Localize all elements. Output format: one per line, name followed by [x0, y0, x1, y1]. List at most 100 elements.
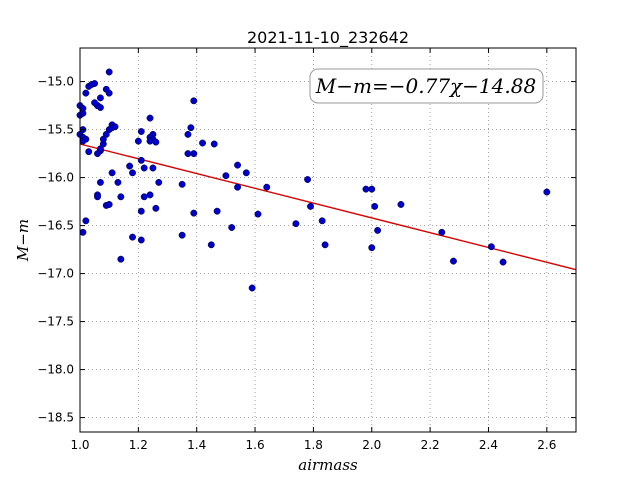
data-point — [487, 243, 495, 251]
data-point — [146, 137, 154, 145]
data-point — [318, 217, 326, 225]
data-point — [94, 193, 101, 201]
data-point — [155, 178, 163, 186]
data-point — [242, 169, 250, 177]
data-point — [111, 123, 119, 131]
data-point — [199, 139, 206, 147]
data-points — [76, 68, 551, 292]
y-tick-label: −17.5 — [37, 315, 74, 329]
x-tick-label: 2.4 — [479, 438, 498, 452]
data-point — [248, 284, 256, 292]
data-point — [140, 164, 148, 172]
data-point — [254, 210, 262, 218]
data-point — [79, 109, 87, 117]
data-point — [82, 217, 90, 225]
data-point — [178, 180, 186, 188]
data-point — [85, 148, 93, 156]
y-axis-ticks: −15.0 −15.5 −16.0 −16.5 −17.0 −17.5 −18.0 −18.5 — [37, 75, 576, 425]
data-point — [368, 185, 376, 193]
x-tick-label: 1.0 — [70, 438, 89, 452]
y-tick-label: −18.0 — [37, 363, 74, 377]
y-tick-label: −15.5 — [37, 123, 74, 137]
data-point — [117, 193, 125, 201]
data-point — [140, 193, 148, 201]
data-point — [129, 233, 136, 241]
data-point — [222, 172, 230, 180]
data-point — [304, 176, 312, 183]
data-point — [397, 201, 405, 208]
data-point — [105, 201, 113, 208]
data-point — [108, 169, 116, 177]
data-point — [263, 183, 271, 191]
data-point — [91, 80, 99, 87]
x-tick-label: 1.2 — [129, 438, 148, 452]
data-point — [117, 255, 125, 263]
y-axis-label: M−m — [14, 219, 32, 262]
data-point — [96, 145, 104, 153]
data-point — [190, 209, 198, 217]
data-point — [146, 114, 154, 122]
data-point — [149, 164, 157, 172]
data-point — [184, 130, 192, 138]
data-point — [368, 244, 376, 252]
data-point — [438, 228, 446, 236]
data-point — [134, 137, 142, 145]
data-point — [210, 140, 218, 148]
data-point — [362, 185, 370, 193]
data-point — [137, 236, 145, 244]
fit-annotation: M−m=−0.77χ−14.88 — [309, 68, 544, 104]
data-point — [96, 104, 104, 111]
data-point — [79, 137, 87, 145]
data-point — [178, 231, 186, 239]
chart-title: 2021-11-10_232642 — [247, 28, 409, 48]
data-point — [184, 150, 192, 158]
data-point — [152, 204, 160, 212]
data-point — [190, 97, 198, 105]
data-point — [307, 202, 314, 210]
annotation-box — [309, 68, 544, 104]
y-tick-label: −15.0 — [37, 75, 74, 89]
data-point — [146, 191, 154, 199]
x-axis-ticks: 1.0 1.2 1.4 1.6 1.8 2.0 2.2 2.4 2.6 — [70, 48, 556, 452]
annotation-text: M−m=−0.77χ−14.88 — [315, 74, 536, 98]
data-point — [228, 224, 236, 231]
data-point — [234, 183, 242, 191]
data-point — [82, 89, 90, 97]
data-point — [137, 156, 145, 164]
data-point — [371, 202, 379, 210]
data-point — [114, 178, 122, 186]
plot-background — [80, 48, 576, 432]
x-tick-label: 1.4 — [187, 438, 206, 452]
data-point — [207, 241, 215, 249]
data-point — [543, 188, 551, 196]
x-tick-label: 1.8 — [304, 438, 323, 452]
data-point — [292, 220, 300, 228]
x-tick-label: 2.2 — [421, 438, 440, 452]
data-point — [152, 138, 160, 146]
data-point — [187, 124, 195, 132]
data-point — [137, 207, 145, 215]
plot-frame — [79, 47, 577, 433]
data-point — [96, 178, 104, 186]
data-point — [105, 68, 113, 76]
y-tick-label: −18.5 — [37, 411, 74, 425]
data-point — [190, 150, 198, 158]
y-tick-label: −17.0 — [37, 267, 74, 281]
data-point — [499, 258, 507, 266]
data-point — [91, 99, 99, 107]
y-tick-label: −16.5 — [37, 219, 74, 233]
x-tick-label: 2.6 — [537, 438, 556, 452]
data-point — [79, 228, 87, 236]
data-point — [234, 161, 242, 169]
data-point — [129, 169, 136, 177]
x-tick-label: 2.0 — [362, 438, 381, 452]
y-tick-label: −16.0 — [37, 171, 74, 185]
data-point — [96, 94, 104, 102]
data-point — [137, 128, 145, 135]
data-point — [213, 207, 221, 215]
x-tick-label: 1.6 — [246, 438, 265, 452]
data-point — [126, 162, 134, 170]
x-axis-label: airmass — [298, 456, 358, 474]
data-point — [450, 257, 457, 265]
